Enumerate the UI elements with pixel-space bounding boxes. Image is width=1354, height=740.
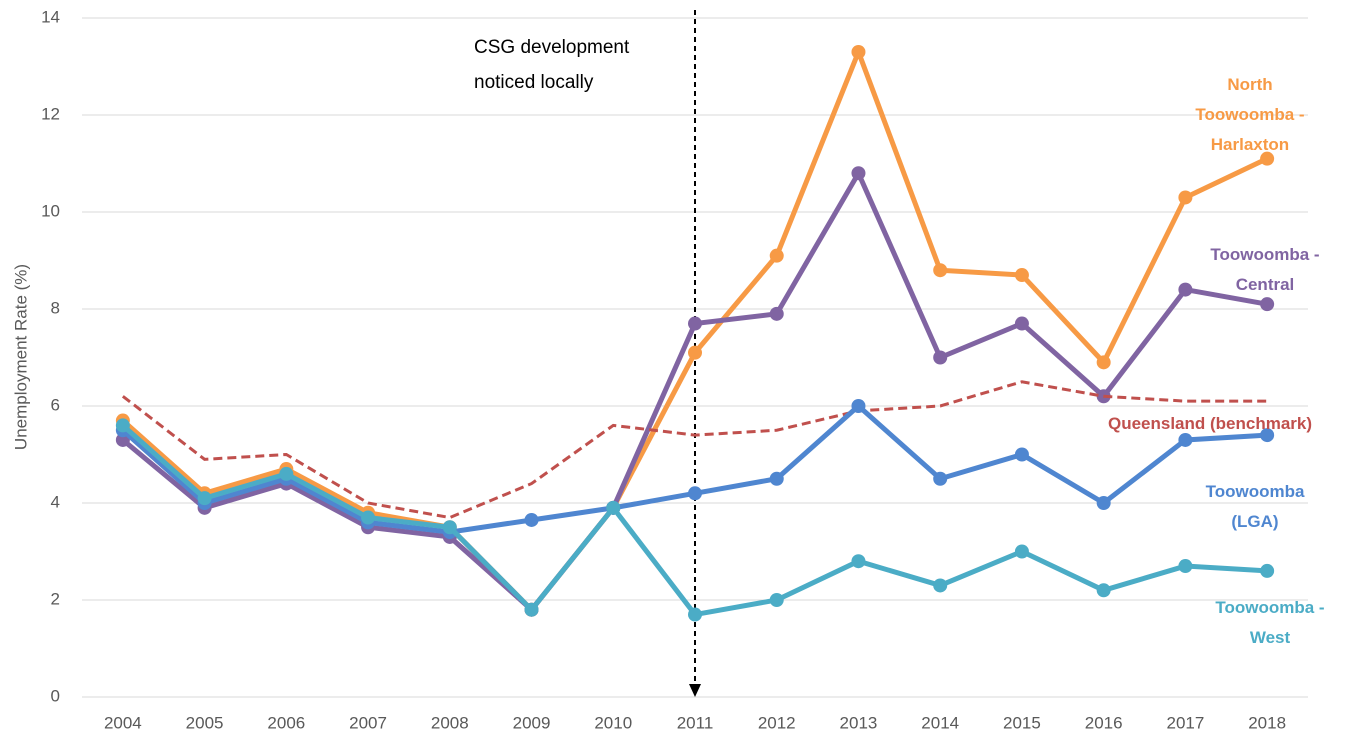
x-tick-label: 2009: [513, 713, 551, 732]
x-tick-label: 2014: [921, 713, 959, 732]
point: [1260, 563, 1275, 578]
point: [1178, 282, 1193, 297]
x-tick-label: 2010: [594, 713, 632, 732]
point: [1260, 297, 1275, 312]
point: [933, 578, 948, 593]
y-tick-label: 6: [51, 395, 60, 414]
point: [769, 306, 784, 321]
point: [769, 248, 784, 263]
x-tick-label: 2017: [1166, 713, 1204, 732]
x-tick-label: 2016: [1085, 713, 1123, 732]
series-label: North Toowoomba - Harlaxton: [1195, 75, 1305, 154]
annotation: CSG development noticed locally: [474, 37, 630, 93]
x-tick-label: 2011: [677, 713, 714, 732]
point: [115, 418, 130, 433]
x-tick-label: 2007: [349, 713, 387, 732]
x-tick-label: 2006: [267, 713, 305, 732]
point: [1014, 316, 1029, 331]
y-tick-label: 14: [41, 7, 60, 26]
x-tick-label: 2012: [758, 713, 796, 732]
series-line: [121, 380, 1268, 520]
point: [1096, 583, 1111, 598]
point: [1178, 432, 1193, 447]
y-tick-label: 2: [51, 589, 60, 608]
point: [851, 554, 866, 569]
y-tick-label: 12: [41, 104, 60, 123]
point: [1178, 559, 1193, 574]
point: [442, 520, 457, 535]
x-tick-label: 2008: [431, 713, 469, 732]
point: [688, 316, 702, 331]
point: [1178, 190, 1193, 205]
x-tick-label: 2005: [186, 713, 224, 732]
point: [688, 607, 702, 622]
x-tick-label: 2015: [1003, 713, 1041, 732]
point: [851, 166, 866, 181]
point: [1096, 496, 1111, 510]
point: [1014, 268, 1029, 283]
x-tick-label: 2004: [104, 713, 142, 732]
series-label: Toowoomba (LGA): [1205, 482, 1305, 531]
point: [606, 500, 621, 515]
point: [1096, 355, 1111, 370]
point: [769, 593, 784, 607]
y-tick-label: 8: [51, 298, 60, 317]
series-label: Toowoomba - Central: [1210, 245, 1320, 294]
point: [851, 44, 866, 59]
point: [1260, 428, 1275, 443]
series-label: Toowoomba - West: [1215, 598, 1325, 647]
point: [1260, 151, 1275, 166]
point: [851, 399, 866, 413]
point: [524, 602, 539, 617]
point: [1014, 544, 1029, 559]
point: [933, 471, 948, 486]
y-axis-label: Unemployment Rate (%): [11, 264, 30, 450]
x-tick-label: 2018: [1248, 713, 1286, 732]
point: [524, 512, 539, 527]
point: [688, 345, 702, 360]
point: [197, 491, 212, 506]
point: [933, 263, 948, 278]
series-label: Queensland (benchmark): [1107, 414, 1313, 433]
point: [1014, 447, 1029, 462]
y-tick-label: 0: [51, 686, 60, 705]
point: [933, 350, 948, 365]
y-tick-label: 4: [51, 492, 60, 511]
point: [279, 466, 294, 481]
y-tick-label: 10: [41, 201, 60, 220]
point: [361, 510, 376, 525]
arrow-head: [689, 684, 701, 697]
point: [769, 471, 784, 486]
point: [688, 486, 702, 501]
x-tick-label: 2013: [840, 713, 878, 732]
